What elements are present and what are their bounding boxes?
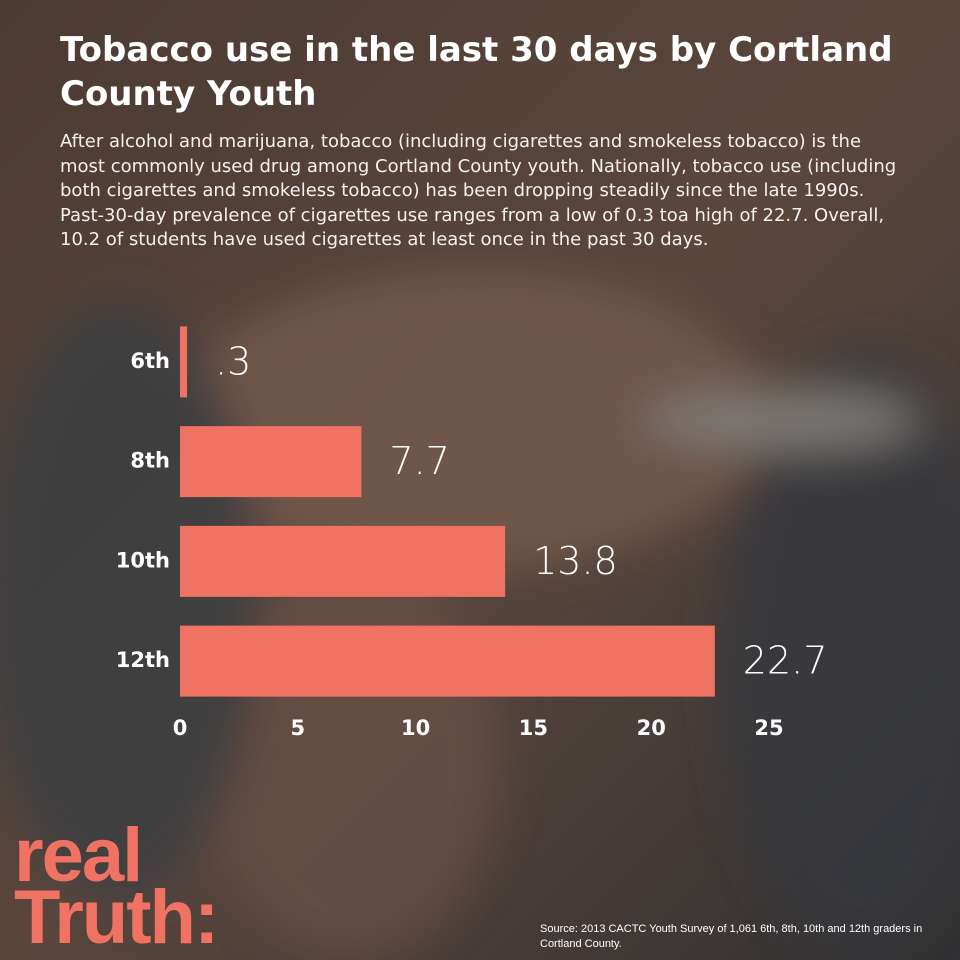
bar bbox=[180, 326, 188, 398]
y-tick-label: 8th bbox=[130, 449, 170, 473]
y-tick-label: 6th bbox=[130, 349, 170, 373]
value-label: 22.7 bbox=[743, 639, 828, 683]
x-tick-label: 20 bbox=[637, 716, 666, 740]
bar bbox=[180, 426, 362, 498]
y-tick-label: 10th bbox=[116, 548, 170, 572]
value-label: 13.8 bbox=[533, 539, 618, 583]
x-tick-label: 15 bbox=[519, 716, 548, 740]
description: After alcohol and marijuana, tobacco (in… bbox=[60, 131, 897, 250]
value-label: .3 bbox=[215, 339, 251, 383]
x-tick-label: 5 bbox=[290, 716, 305, 740]
bar bbox=[180, 625, 715, 697]
logo-text: real bbox=[14, 813, 143, 898]
y-tick-label: 12th bbox=[116, 648, 170, 672]
value-label: 7.7 bbox=[389, 439, 449, 483]
bar bbox=[180, 525, 506, 597]
source-note: Source: 2013 CACTC Youth Survey of 1,061… bbox=[540, 923, 923, 950]
x-tick-label: 0 bbox=[173, 716, 188, 740]
logo-text: Truth: bbox=[14, 875, 219, 960]
chart-title: Tobacco use in the last 30 days by Cortl… bbox=[60, 30, 893, 114]
x-tick-label: 10 bbox=[401, 716, 430, 740]
x-tick-label: 25 bbox=[754, 716, 783, 740]
